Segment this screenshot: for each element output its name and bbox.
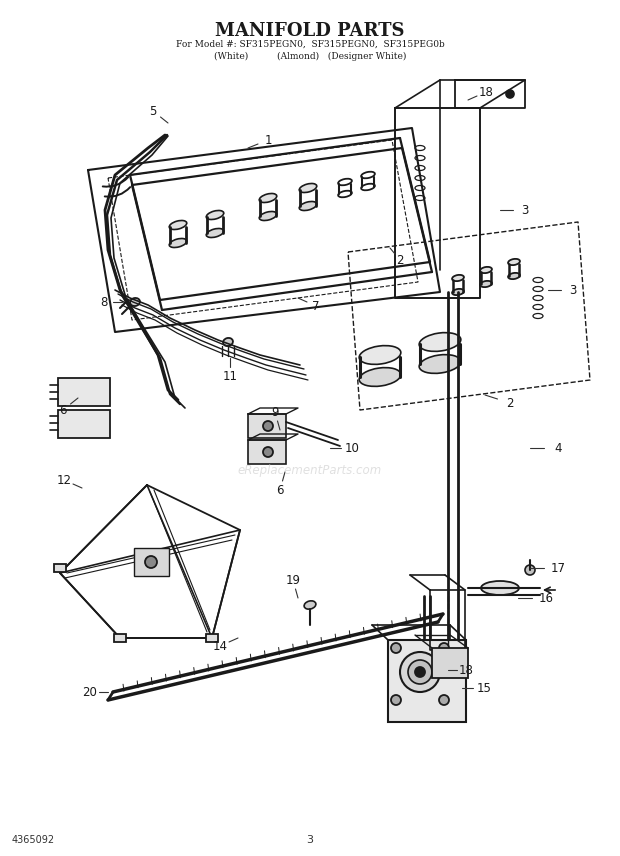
Circle shape <box>408 660 432 684</box>
Circle shape <box>439 643 449 653</box>
Ellipse shape <box>525 565 535 575</box>
Ellipse shape <box>223 338 233 346</box>
Text: 11: 11 <box>223 370 237 383</box>
Text: 2: 2 <box>396 253 404 266</box>
Ellipse shape <box>359 367 401 386</box>
Ellipse shape <box>206 211 224 219</box>
Ellipse shape <box>481 581 519 595</box>
Text: (White)          (Almond)   (Designer White): (White) (Almond) (Designer White) <box>214 52 406 61</box>
Bar <box>114 634 126 642</box>
Ellipse shape <box>169 221 187 229</box>
Text: 6: 6 <box>60 403 67 417</box>
Ellipse shape <box>259 211 277 221</box>
Text: 17: 17 <box>551 562 565 574</box>
Circle shape <box>415 667 425 677</box>
Ellipse shape <box>506 90 514 98</box>
Text: 19: 19 <box>285 574 301 586</box>
Ellipse shape <box>259 193 277 203</box>
Text: 9: 9 <box>272 406 279 419</box>
Circle shape <box>439 695 449 705</box>
Bar <box>58 410 110 438</box>
Ellipse shape <box>419 354 461 373</box>
Text: eReplacementParts.com: eReplacementParts.com <box>238 463 382 477</box>
Bar <box>248 414 286 438</box>
Ellipse shape <box>206 229 224 237</box>
Text: 8: 8 <box>100 295 108 308</box>
Ellipse shape <box>419 333 461 351</box>
Ellipse shape <box>452 288 464 295</box>
Text: 1: 1 <box>264 134 272 146</box>
Ellipse shape <box>299 183 317 193</box>
Circle shape <box>391 695 401 705</box>
Ellipse shape <box>508 273 520 279</box>
Text: 4365092: 4365092 <box>12 835 55 845</box>
Bar <box>58 378 110 406</box>
Text: 4: 4 <box>554 442 562 455</box>
Bar <box>248 440 286 464</box>
Text: MANIFOLD PARTS: MANIFOLD PARTS <box>215 22 405 40</box>
Ellipse shape <box>299 201 317 211</box>
Circle shape <box>400 652 440 692</box>
Text: 6: 6 <box>277 484 284 496</box>
Bar <box>54 564 66 572</box>
Ellipse shape <box>452 275 464 281</box>
Ellipse shape <box>359 346 401 365</box>
Text: 16: 16 <box>539 591 554 604</box>
Ellipse shape <box>508 259 520 265</box>
Text: 20: 20 <box>82 686 97 698</box>
Text: 14: 14 <box>213 639 228 652</box>
Circle shape <box>145 556 157 568</box>
Text: For Model #: SF315PEGN0,  SF315PEGN0,  SF315PEG0b: For Model #: SF315PEGN0, SF315PEGN0, SF3… <box>175 40 445 49</box>
Text: 10: 10 <box>345 442 360 455</box>
Circle shape <box>263 421 273 431</box>
Text: 7: 7 <box>312 300 320 312</box>
Circle shape <box>444 654 456 666</box>
Bar <box>134 548 169 576</box>
Circle shape <box>507 91 513 97</box>
Text: 3: 3 <box>521 204 529 217</box>
Bar <box>206 634 218 642</box>
Ellipse shape <box>130 298 140 306</box>
Ellipse shape <box>480 267 492 273</box>
Text: 3: 3 <box>306 835 314 845</box>
Bar <box>432 648 468 678</box>
Ellipse shape <box>169 239 187 247</box>
Circle shape <box>263 447 273 457</box>
Text: 3: 3 <box>569 283 577 296</box>
Bar <box>388 640 466 722</box>
Text: 12: 12 <box>56 473 71 486</box>
Text: 18: 18 <box>479 86 494 98</box>
Ellipse shape <box>304 601 316 609</box>
Text: 5: 5 <box>149 104 157 117</box>
Text: 15: 15 <box>477 681 492 694</box>
Circle shape <box>391 643 401 653</box>
Text: 2: 2 <box>507 396 514 409</box>
Ellipse shape <box>480 281 492 287</box>
Text: 18: 18 <box>459 663 474 676</box>
